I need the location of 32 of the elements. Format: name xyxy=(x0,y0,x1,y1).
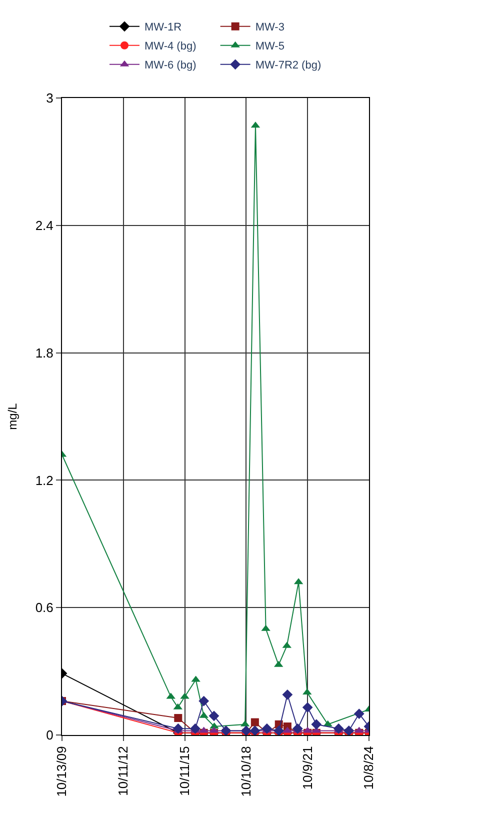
x-tick-label: 10/8/24 xyxy=(361,746,376,790)
y-tick-label: 0.6 xyxy=(35,600,54,616)
y-tick-label: 1.2 xyxy=(35,472,54,488)
point xyxy=(250,718,259,726)
point xyxy=(292,723,303,734)
legend-label: MW-7R2 (bg) xyxy=(255,60,322,72)
point xyxy=(190,723,200,734)
x-tick-label: 10/9/21 xyxy=(300,746,315,790)
point xyxy=(333,723,344,734)
x-tick-label: 10/11/12 xyxy=(116,746,131,796)
x-tick-label: 10/13/09 xyxy=(54,746,70,797)
legend-label: MW-4 (bg) xyxy=(144,40,196,53)
x-tick-label: 10/10/18 xyxy=(238,746,254,797)
point xyxy=(354,708,364,719)
legend-label: MW-6 (bg) xyxy=(144,60,196,72)
legend-label: MW-5 xyxy=(255,40,284,53)
y-axis-title: mg/L xyxy=(6,402,20,430)
y-tick-label: 1.8 xyxy=(35,345,54,360)
point xyxy=(174,714,182,722)
y-tick-label: 2.4 xyxy=(35,218,54,233)
x-tick-label: 10/11/15 xyxy=(176,746,192,796)
point xyxy=(262,723,272,734)
point xyxy=(311,719,322,730)
legend-label: MW-3 xyxy=(255,22,284,34)
point xyxy=(208,710,220,722)
point xyxy=(198,696,210,706)
point xyxy=(282,689,293,700)
point xyxy=(302,702,313,713)
y-tick-label: 3 xyxy=(46,90,54,106)
point xyxy=(172,723,184,734)
legend-label: MW-1R xyxy=(144,22,182,34)
y-tick-label: 0 xyxy=(46,728,54,743)
